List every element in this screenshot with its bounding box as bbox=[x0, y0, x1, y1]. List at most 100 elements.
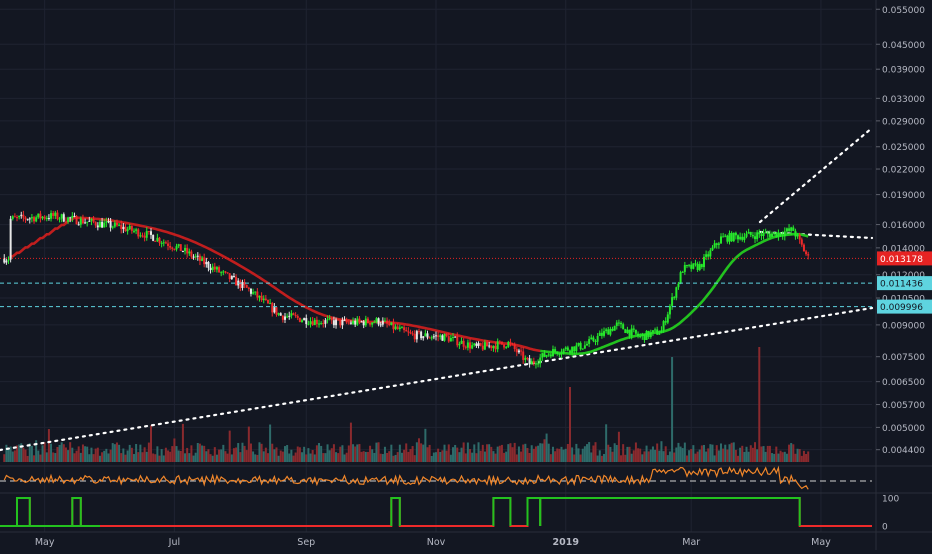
price-levels[interactable] bbox=[0, 257, 872, 308]
time-axis[interactable]: May Jul Sep Nov 2019 Mar May bbox=[35, 537, 831, 548]
volume-bar bbox=[681, 448, 684, 462]
candle-body bbox=[417, 331, 420, 333]
candle-body bbox=[634, 329, 637, 334]
volume-bar bbox=[122, 448, 125, 462]
price-tick-label: 0.005700 bbox=[882, 401, 925, 411]
volume-bar bbox=[660, 441, 663, 462]
candle-body bbox=[664, 321, 667, 323]
volume-bar bbox=[143, 447, 146, 462]
candle-body bbox=[462, 340, 465, 347]
last-price-label: 0.013178 bbox=[880, 255, 923, 265]
candle-body bbox=[764, 232, 767, 234]
volume-bar bbox=[807, 451, 810, 462]
volume-bar bbox=[47, 429, 50, 462]
volume-bar bbox=[84, 446, 87, 462]
volume-bar bbox=[777, 453, 780, 462]
volume-bar bbox=[213, 447, 216, 462]
candle-body bbox=[373, 322, 376, 324]
signal-tick-label: 0 bbox=[882, 523, 888, 533]
price-axis[interactable]: 0.055000 0.045000 0.039000 0.033000 0.029000… bbox=[875, 0, 932, 550]
price-tick-label: 0.019000 bbox=[882, 191, 925, 201]
volume-bar bbox=[362, 451, 365, 462]
price-tick-label: 0.016000 bbox=[882, 221, 925, 231]
price-tick-label: 0.009000 bbox=[882, 321, 925, 331]
volume-bar bbox=[405, 443, 408, 462]
volume-bar bbox=[209, 454, 212, 462]
volume-bar bbox=[698, 449, 701, 462]
volume-bar bbox=[768, 445, 771, 462]
candle-body bbox=[230, 276, 233, 280]
volume-bar bbox=[252, 451, 255, 462]
volume-bar bbox=[24, 449, 27, 462]
volume-bar bbox=[409, 449, 412, 462]
volume-bar bbox=[617, 431, 620, 462]
breakout-trendline bbox=[758, 126, 874, 224]
volume-bar bbox=[379, 453, 382, 462]
volume-bar bbox=[260, 443, 263, 462]
candle-body bbox=[439, 335, 442, 337]
candles[interactable] bbox=[3, 210, 810, 369]
volume-bar bbox=[396, 452, 399, 462]
candle-body bbox=[318, 323, 321, 325]
volume-bar bbox=[673, 452, 676, 462]
candle-body bbox=[347, 322, 350, 324]
volume-bar bbox=[286, 445, 289, 462]
volume-bar bbox=[266, 453, 269, 462]
volume-bar bbox=[596, 455, 599, 462]
candle-body bbox=[115, 222, 118, 226]
candle-body bbox=[407, 331, 410, 333]
volume-bar bbox=[654, 449, 657, 462]
trend-lines[interactable] bbox=[0, 126, 874, 452]
volume-bar bbox=[417, 438, 420, 462]
candle-body bbox=[479, 343, 482, 346]
candle-body bbox=[18, 215, 21, 218]
candle-body bbox=[281, 315, 284, 320]
volume-bar bbox=[656, 443, 659, 462]
candle-body bbox=[169, 245, 172, 248]
volume-bar bbox=[466, 442, 469, 462]
signal-panel[interactable] bbox=[0, 492, 932, 533]
candle-body bbox=[537, 363, 540, 365]
candle-body bbox=[596, 335, 599, 342]
volume-bar bbox=[783, 451, 786, 462]
volume-bar bbox=[469, 449, 472, 462]
volume-bar bbox=[320, 445, 323, 462]
volume-bar bbox=[347, 445, 350, 462]
volume-bar bbox=[37, 450, 40, 462]
candle-body bbox=[88, 220, 91, 222]
volume-bar bbox=[522, 444, 525, 462]
volume-bar bbox=[307, 448, 310, 462]
signal-line-green bbox=[492, 497, 512, 526]
volume-bar bbox=[790, 443, 793, 462]
candle-body bbox=[252, 292, 255, 294]
candle-body bbox=[58, 218, 61, 220]
candle-body bbox=[475, 343, 478, 346]
candle-body bbox=[73, 215, 76, 217]
volume-bar bbox=[454, 444, 457, 462]
candle-body bbox=[577, 342, 580, 346]
volume-bar bbox=[496, 446, 499, 462]
volume-bar bbox=[802, 450, 805, 462]
candle-body bbox=[437, 335, 440, 337]
volume-bar bbox=[392, 455, 395, 462]
candle-body bbox=[481, 345, 484, 350]
volume-bar bbox=[137, 452, 140, 462]
candle-body bbox=[390, 322, 393, 325]
candle-body bbox=[726, 235, 729, 242]
volume-bar bbox=[241, 442, 244, 462]
volume-bar bbox=[792, 444, 795, 462]
candle-body bbox=[785, 228, 788, 232]
volume-bar bbox=[486, 444, 489, 462]
rsi-panel[interactable] bbox=[0, 465, 932, 490]
volume-bar bbox=[658, 450, 661, 462]
volume-bar bbox=[415, 442, 418, 462]
candle-body bbox=[458, 343, 461, 346]
volume-bar bbox=[239, 452, 242, 462]
signal-line-green bbox=[390, 497, 401, 526]
volume-bar bbox=[360, 451, 363, 462]
candle-body bbox=[747, 231, 750, 234]
volume-bar bbox=[456, 447, 459, 462]
candle-body bbox=[666, 314, 669, 323]
